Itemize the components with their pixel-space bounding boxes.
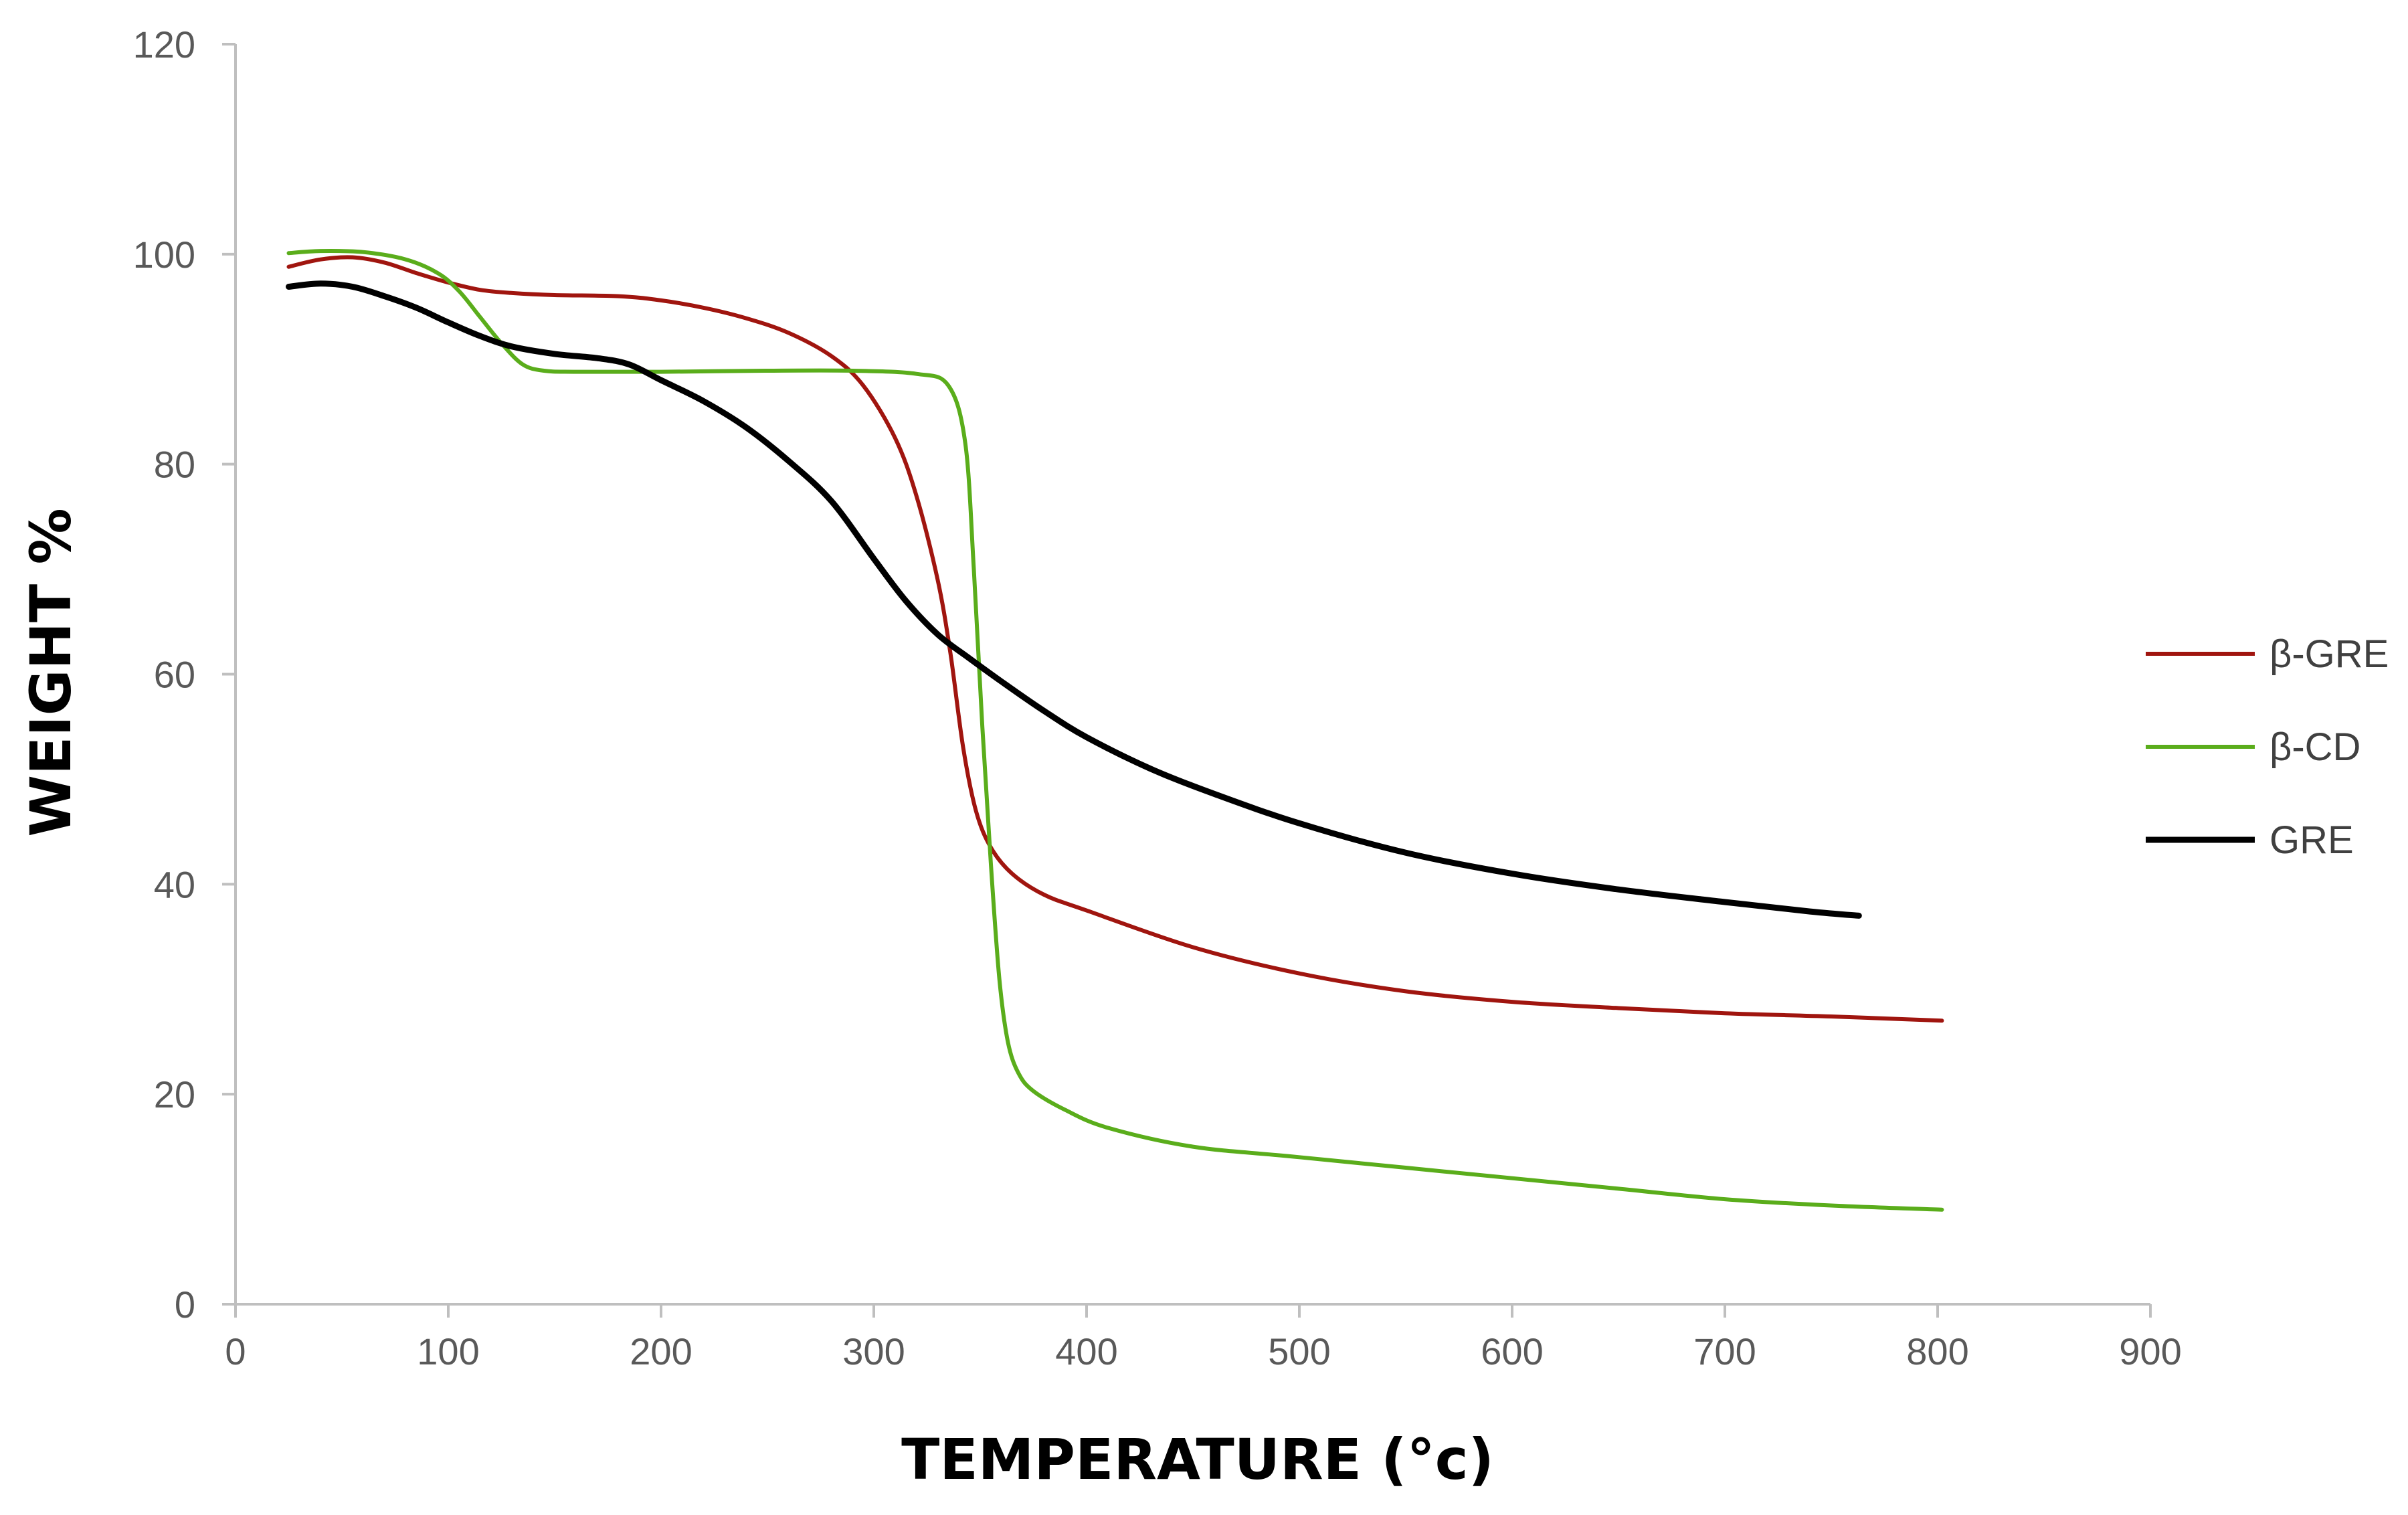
x-tick-label: 500 (1268, 1330, 1330, 1372)
legend: β-GRE β-CD GRE (2146, 632, 2389, 862)
x-tick-label: 700 (1693, 1330, 1756, 1372)
x-tick-label: 300 (842, 1330, 905, 1372)
x-tick-label: 600 (1481, 1330, 1543, 1372)
y-tick-label: 100 (133, 234, 195, 276)
x-tick-label: 800 (1906, 1330, 1968, 1372)
series-line-2 (286, 280, 1862, 919)
y-tick-label: 40 (154, 863, 195, 905)
axes (222, 43, 2152, 1318)
y-axis-title: WEIGHT % (18, 508, 84, 836)
x-tick-label: 0 (225, 1330, 246, 1372)
x-tick-label: 200 (630, 1330, 692, 1372)
legend-label-2: GRE (2270, 818, 2354, 862)
x-tick-label: 100 (417, 1330, 479, 1372)
y-tick-label: 60 (154, 654, 195, 696)
x-tick-label: 400 (1055, 1330, 1117, 1372)
y-tick-label: 20 (154, 1073, 195, 1116)
legend-label-0: β-GRE (2270, 632, 2389, 676)
x-tick-label: 900 (2119, 1330, 2181, 1372)
tick-labels: 0 100 200 300 400 500 600 700 800 900 0 20 40 60 80 100… (133, 23, 2182, 1372)
y-tick-label: 120 (133, 23, 195, 66)
y-tick-label: 80 (154, 444, 195, 486)
series-lines (286, 248, 1944, 1212)
y-tick-label: 0 (175, 1283, 195, 1326)
legend-label-1: β-CD (2270, 725, 2360, 769)
x-axis-title: TEMPERATURE (°c) (901, 1427, 1494, 1492)
series-line-0 (286, 255, 1944, 1023)
series-line-1 (286, 248, 1944, 1212)
